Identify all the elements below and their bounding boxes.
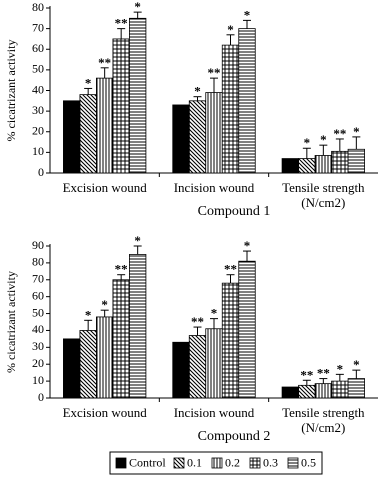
bar xyxy=(281,158,299,174)
significance-label: * xyxy=(85,307,92,322)
bar xyxy=(238,260,256,399)
y-tick-label: 0 xyxy=(38,165,44,179)
y-tick-label: 50 xyxy=(32,62,44,76)
bar xyxy=(238,28,256,174)
x-axis-label: Compound 1 xyxy=(198,204,271,219)
bar xyxy=(314,383,332,399)
y-tick-label: 70 xyxy=(32,20,44,34)
bar xyxy=(112,279,130,399)
bar xyxy=(112,38,130,174)
y-tick-label: 60 xyxy=(32,288,44,302)
bar xyxy=(63,338,81,399)
bar xyxy=(172,341,190,399)
bar xyxy=(347,148,365,174)
significance-label: * xyxy=(194,84,201,99)
y-tick-label: 30 xyxy=(32,103,44,117)
bar xyxy=(205,92,223,174)
bar xyxy=(63,100,81,174)
significance-label: * xyxy=(134,0,141,14)
bar xyxy=(347,378,365,399)
y-tick-label: 10 xyxy=(32,144,44,158)
y-tick-label: 10 xyxy=(32,373,44,387)
bar xyxy=(331,380,349,399)
y-tick-label: 0 xyxy=(38,390,44,404)
legend-label: 0.2 xyxy=(225,455,240,469)
significance-label: * xyxy=(101,297,108,312)
legend-swatch xyxy=(287,457,299,469)
bar xyxy=(79,94,97,174)
legend-label: Control xyxy=(129,455,166,469)
y-tick-label: 70 xyxy=(32,272,44,286)
y-tick-label: 30 xyxy=(32,339,44,353)
bar xyxy=(129,17,147,174)
y-tick-label: 40 xyxy=(32,82,44,96)
bar xyxy=(96,316,114,399)
y-tick-label: 60 xyxy=(32,41,44,55)
significance-label: ** xyxy=(115,16,128,31)
x-tick-label: Tensile strength (N/cm2) xyxy=(282,405,365,435)
significance-label: * xyxy=(85,75,92,90)
significance-label: ** xyxy=(115,262,128,277)
y-tick-label: 50 xyxy=(32,305,44,319)
significance-label: ** xyxy=(300,367,313,382)
bar xyxy=(298,384,316,399)
significance-label: * xyxy=(244,7,251,22)
legend-label: 0.5 xyxy=(301,455,316,469)
x-tick-label: Tensile strength (N/cm2) xyxy=(282,180,365,210)
significance-label: ** xyxy=(224,262,237,277)
bar xyxy=(172,104,190,174)
y-tick-label: 90 xyxy=(32,238,44,252)
y-axis-label: % cicatrizant activity xyxy=(4,271,18,373)
significance-label: * xyxy=(211,306,218,321)
x-tick-label: Excision wound xyxy=(62,405,147,420)
y-tick-label: 40 xyxy=(32,322,44,336)
bar xyxy=(221,44,240,174)
x-tick-label: Excision wound xyxy=(62,180,147,195)
bar xyxy=(79,330,97,399)
y-tick-label: 80 xyxy=(32,255,44,269)
bar xyxy=(298,158,316,174)
x-tick-label: Incision wound xyxy=(173,405,255,420)
significance-label: * xyxy=(227,22,234,37)
significance-label: * xyxy=(244,238,251,253)
x-tick-label: Incision wound xyxy=(173,180,255,195)
y-tick-label: 20 xyxy=(32,124,44,138)
bar xyxy=(331,150,349,174)
significance-label: ** xyxy=(208,65,221,80)
legend-label: 0.3 xyxy=(263,455,278,469)
y-axis-label: % cicatrizant activity xyxy=(4,40,18,142)
significance-label: ** xyxy=(333,126,346,141)
bar xyxy=(96,77,114,174)
legend-swatch xyxy=(173,457,185,469)
significance-label: * xyxy=(337,361,344,376)
legend-swatch xyxy=(115,457,127,469)
significance-label: ** xyxy=(98,55,111,70)
significance-label: ** xyxy=(317,366,330,381)
significance-label: ** xyxy=(191,314,204,329)
bar xyxy=(188,100,207,174)
significance-label: * xyxy=(320,132,327,147)
legend-swatch xyxy=(211,457,223,469)
significance-label: * xyxy=(134,233,141,248)
significance-label: * xyxy=(353,124,360,139)
bar xyxy=(129,254,147,399)
y-tick-label: 20 xyxy=(32,356,44,370)
legend-label: 0.1 xyxy=(187,455,202,469)
bar xyxy=(221,282,240,399)
x-axis-label: Compound 2 xyxy=(198,429,271,444)
y-tick-label: 80 xyxy=(32,0,44,14)
legend-swatch xyxy=(249,457,261,469)
bar xyxy=(188,335,207,399)
bar xyxy=(205,328,223,399)
significance-label: * xyxy=(353,357,360,372)
bar xyxy=(314,155,332,174)
significance-label: * xyxy=(304,135,311,150)
bar xyxy=(281,386,299,399)
